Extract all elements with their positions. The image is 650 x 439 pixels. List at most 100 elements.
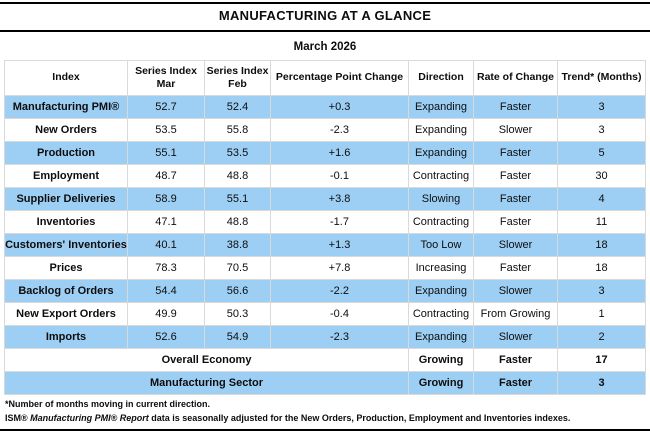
direction-cell: Too Low [408, 233, 474, 257]
rate-cell: Slower [473, 118, 558, 142]
feb-cell: 48.8 [204, 210, 271, 234]
change-cell: +7.8 [270, 256, 409, 280]
column-header-rate-of-change: Rate of Change [473, 60, 558, 96]
change-cell: -2.3 [270, 118, 409, 142]
table-row: New Export Orders 49.9 50.3 -0.4 Contrac… [4, 302, 646, 326]
manufacturing-glance-table: Index Series Index Mar Series Index Feb … [4, 60, 646, 395]
trend-cell: 3 [557, 118, 646, 142]
mar-cell: 78.3 [127, 256, 205, 280]
trend-cell: 3 [557, 279, 646, 303]
column-header-line1: Series Index [135, 64, 197, 77]
trend-cell: 3 [557, 95, 646, 119]
index-cell: Supplier Deliveries [4, 187, 128, 211]
trend-cell: 17 [557, 348, 646, 372]
table-row: Manufacturing PMI® 52.7 52.4 +0.3 Expand… [4, 95, 646, 119]
index-cell: Customers' Inventories [4, 233, 128, 257]
index-cell: Prices [4, 256, 128, 280]
trend-cell: 30 [557, 164, 646, 188]
feb-cell: 54.9 [204, 325, 271, 349]
mar-cell: 52.7 [127, 95, 205, 119]
rate-cell: Faster [473, 187, 558, 211]
change-cell: -1.7 [270, 210, 409, 234]
table-row: Production 55.1 53.5 +1.6 Expanding Fast… [4, 141, 646, 165]
rate-cell: Faster [473, 371, 558, 395]
table-row: Employment 48.7 48.8 -0.1 Contracting Fa… [4, 164, 646, 188]
rate-cell: Faster [473, 141, 558, 165]
index-cell: Production [4, 141, 128, 165]
rate-cell: From Growing [473, 302, 558, 326]
rate-cell: Slower [473, 279, 558, 303]
trend-cell: 5 [557, 141, 646, 165]
direction-cell: Expanding [408, 95, 474, 119]
feb-cell: 53.5 [204, 141, 271, 165]
direction-cell: Expanding [408, 325, 474, 349]
top-rule [0, 2, 650, 4]
trend-cell: 11 [557, 210, 646, 234]
rate-cell: Slower [473, 233, 558, 257]
mar-cell: 55.1 [127, 141, 205, 165]
direction-cell: Expanding [408, 118, 474, 142]
change-cell: +1.3 [270, 233, 409, 257]
page-subtitle: March 2026 [293, 41, 357, 53]
trend-cell: 1 [557, 302, 646, 326]
column-header-line2: Mar [156, 78, 176, 90]
direction-cell: Expanding [408, 279, 474, 303]
index-cell: Backlog of Orders [4, 279, 128, 303]
change-cell: -2.3 [270, 325, 409, 349]
direction-cell: Growing [408, 348, 474, 372]
direction-cell: Contracting [408, 164, 474, 188]
direction-cell: Contracting [408, 302, 474, 326]
feb-cell: 50.3 [204, 302, 271, 326]
feb-cell: 70.5 [204, 256, 271, 280]
trend-cell: 2 [557, 325, 646, 349]
column-header-line2: Feb [228, 78, 247, 90]
footnote-report-name: Manufacturing PMI® Report [30, 412, 152, 423]
table-row: Inventories 47.1 48.8 -1.7 Contracting F… [4, 210, 646, 234]
index-cell: Manufacturing PMI® [4, 95, 128, 119]
trend-cell: 18 [557, 256, 646, 280]
change-cell: -2.2 [270, 279, 409, 303]
change-cell: +1.6 [270, 141, 409, 165]
direction-cell: Contracting [408, 210, 474, 234]
table-row: Customers' Inventories 40.1 38.8 +1.3 To… [4, 233, 646, 257]
trend-cell: 3 [557, 371, 646, 395]
column-header-trend-months: Trend* (Months) [557, 60, 646, 96]
table-row: Backlog of Orders 54.4 56.6 -2.2 Expandi… [4, 279, 646, 303]
table-row: Supplier Deliveries 58.9 55.1 +3.8 Slowi… [4, 187, 646, 211]
index-cell: Imports [4, 325, 128, 349]
table-row: Imports 52.6 54.9 -2.3 Expanding Slower … [4, 325, 646, 349]
mar-cell: 53.5 [127, 118, 205, 142]
index-cell: New Export Orders [4, 302, 128, 326]
mar-cell: 47.1 [127, 210, 205, 234]
direction-cell: Growing [408, 371, 474, 395]
footnote-adjustment-note: ISM® Manufacturing PMI® Report data is s… [5, 412, 645, 426]
title-underline-rule [0, 30, 650, 32]
footnotes: *Number of months moving in current dire… [5, 398, 645, 426]
rate-cell: Faster [473, 348, 558, 372]
summary-row-manufacturing-sector: Manufacturing Sector Growing Faster 3 [4, 371, 646, 395]
summary-label-cell: Overall Economy [4, 348, 409, 372]
mar-cell: 52.6 [127, 325, 205, 349]
index-cell: Employment [4, 164, 128, 188]
feb-cell: 55.8 [204, 118, 271, 142]
column-header-direction: Direction [408, 60, 474, 96]
rate-cell: Slower [473, 325, 558, 349]
column-header-series-index-mar: Series Index Mar [127, 60, 205, 96]
table-header-row: Index Series Index Mar Series Index Feb … [4, 60, 646, 96]
rate-cell: Faster [473, 210, 558, 234]
summary-label-cell: Manufacturing Sector [4, 371, 409, 395]
mar-cell: 40.1 [127, 233, 205, 257]
feb-cell: 48.8 [204, 164, 271, 188]
direction-cell: Increasing [408, 256, 474, 280]
summary-row-overall-economy: Overall Economy Growing Faster 17 [4, 348, 646, 372]
index-cell: Inventories [4, 210, 128, 234]
feb-cell: 38.8 [204, 233, 271, 257]
bottom-rule [0, 429, 650, 431]
change-cell: +3.8 [270, 187, 409, 211]
table-row: Prices 78.3 70.5 +7.8 Increasing Faster … [4, 256, 646, 280]
page-title: MANUFACTURING AT A GLANCE [218, 8, 432, 23]
column-header-index: Index [4, 60, 128, 96]
rate-cell: Faster [473, 95, 558, 119]
mar-cell: 58.9 [127, 187, 205, 211]
